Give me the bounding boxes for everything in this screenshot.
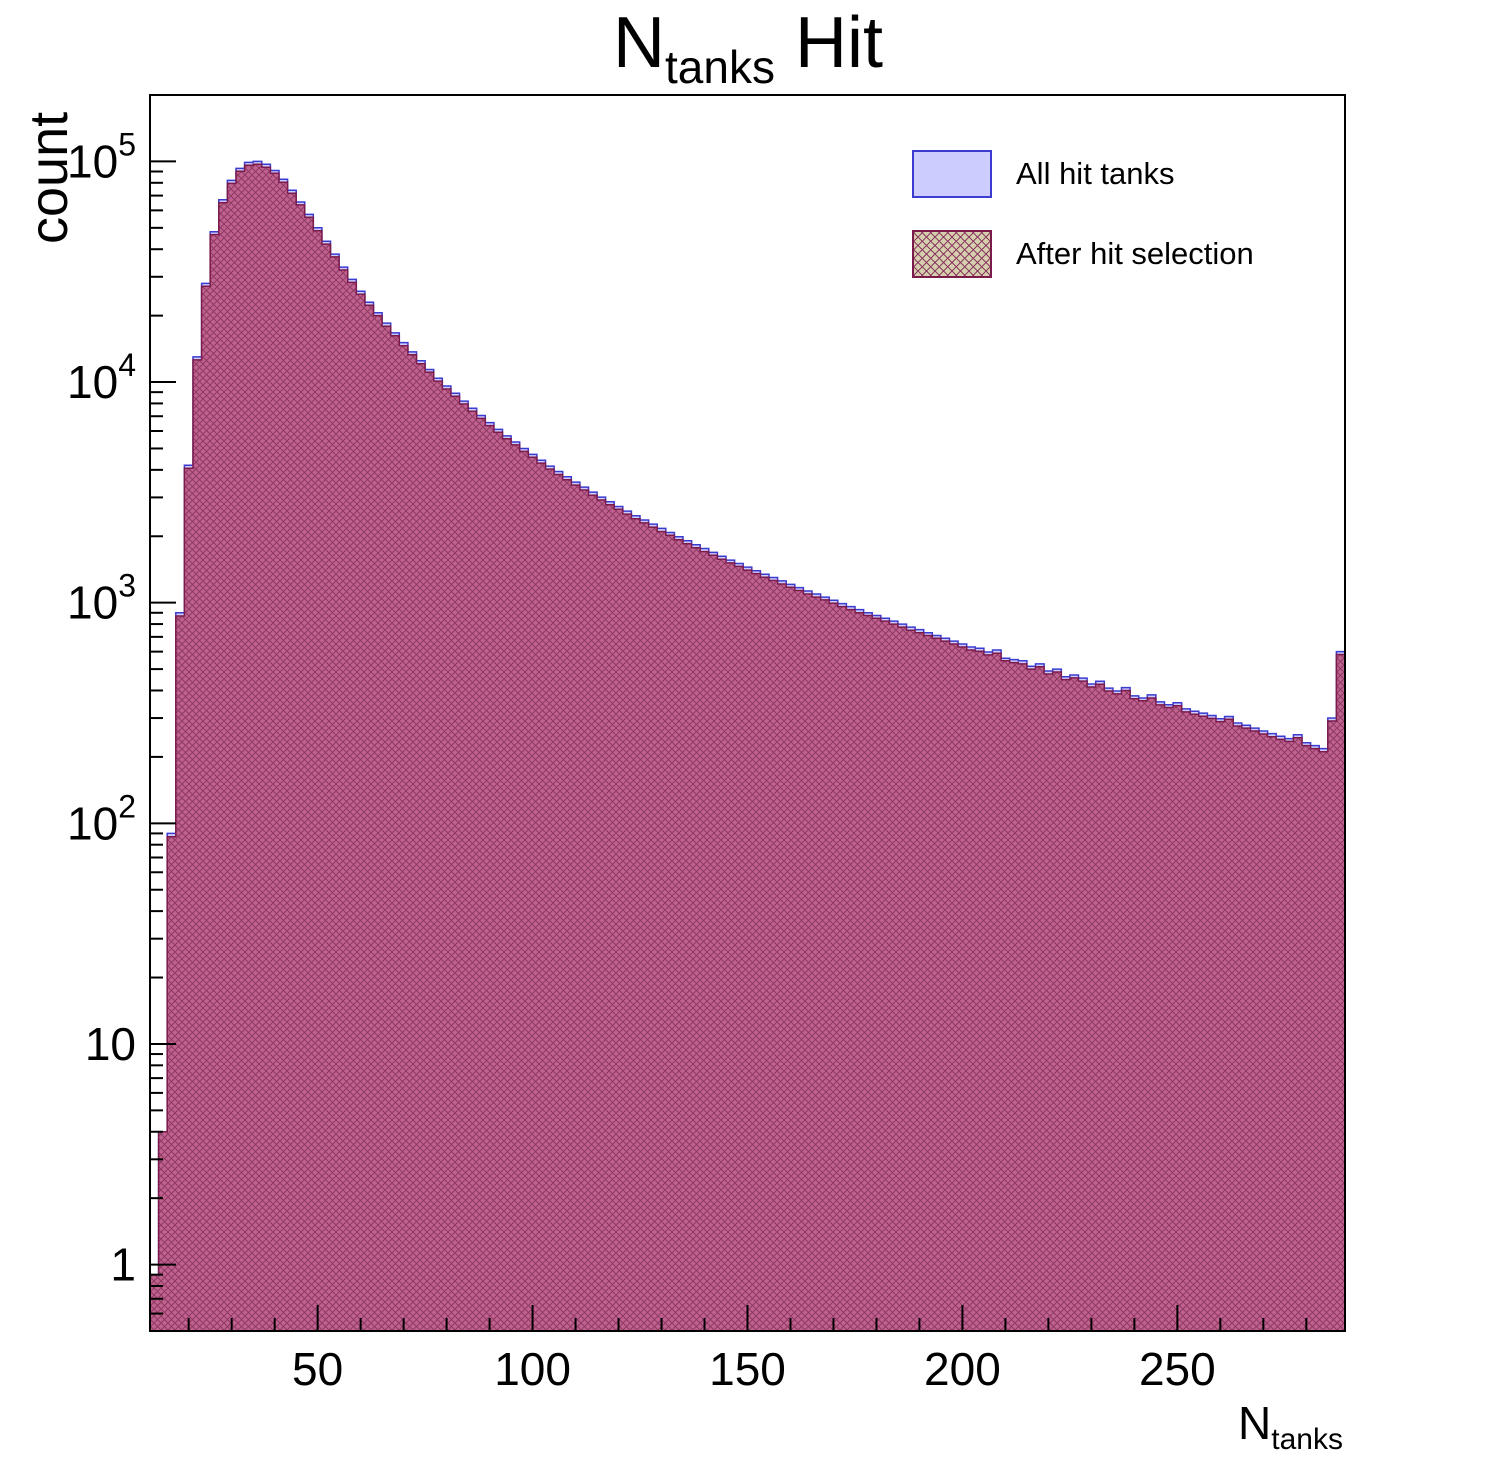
title-prefix: N — [613, 3, 666, 83]
title-suffix: Hit — [774, 3, 883, 83]
chart-title: Ntanks Hit — [0, 3, 1496, 93]
histogram-after-hit-selection — [149, 163, 1346, 1332]
x-axis-tick-labels: 50 100 150 200 250 — [292, 1343, 1216, 1395]
y-tick-label: 10 — [85, 1018, 136, 1070]
legend-swatch-after-hit-selection — [912, 230, 992, 278]
legend-label-all-hit-tanks: All hit tanks — [1016, 156, 1175, 191]
legend-swatch-all-hit-tanks — [912, 150, 992, 198]
plot-frame — [149, 94, 1346, 1332]
x-tick-label: 200 — [924, 1343, 1001, 1395]
y-tick-label: 103 — [67, 568, 136, 629]
y-tick-label: 102 — [67, 788, 136, 849]
x-axis-title-prefix: N — [1238, 1397, 1272, 1449]
x-tick-label: 100 — [494, 1343, 571, 1395]
x-axis-title-subscript: tanks — [1271, 1423, 1343, 1456]
legend-label-after-hit-selection: After hit selection — [1016, 236, 1254, 271]
axis-ticks — [150, 160, 1308, 1331]
x-axis-title: Ntanks — [1238, 1396, 1343, 1457]
legend: All hit tanks After hit selection — [912, 150, 1254, 278]
x-tick-label: 150 — [709, 1343, 786, 1395]
legend-entry-all-hit-tanks: All hit tanks — [912, 150, 1254, 198]
x-tick-label: 50 — [292, 1343, 343, 1395]
y-axis-tick-labels: 1 10 102 103 104 105 — [67, 126, 136, 1290]
title-subscript: tanks — [665, 41, 775, 93]
y-tick-label: 1 — [110, 1239, 136, 1291]
legend-entry-after-hit-selection: After hit selection — [912, 230, 1254, 278]
x-tick-label: 250 — [1139, 1343, 1216, 1395]
y-tick-label: 104 — [67, 347, 136, 408]
y-tick-label: 105 — [67, 126, 136, 187]
